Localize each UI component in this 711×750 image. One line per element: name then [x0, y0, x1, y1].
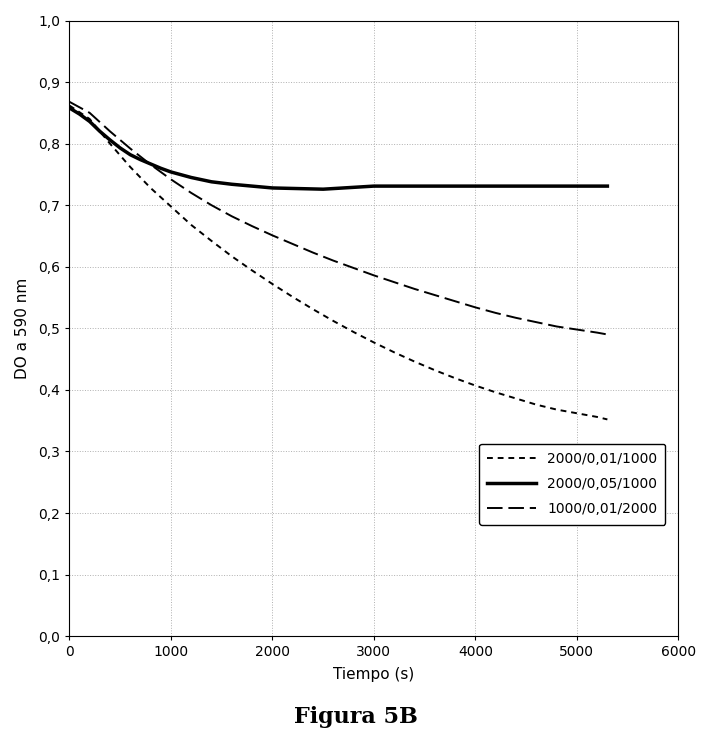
- 2000/0,05/1000: [268, 184, 277, 193]
- 1000/0,01/2000: [603, 330, 611, 339]
- 1000/0,01/2000: [390, 278, 398, 286]
- 1000/0,01/2000: [532, 318, 540, 327]
- 1000/0,01/2000: [65, 98, 74, 106]
- 2000/0,01/1000: [532, 400, 540, 410]
- 1000/0,01/2000: [572, 325, 581, 334]
- 1000/0,01/2000: [228, 211, 236, 220]
- 2000/0,01/1000: [248, 266, 257, 275]
- 1000/0,01/2000: [309, 248, 317, 257]
- X-axis label: Tiempo (s): Tiempo (s): [333, 668, 415, 682]
- 2000/0,01/1000: [512, 394, 520, 403]
- 2000/0,01/1000: [207, 236, 215, 245]
- 2000/0,01/1000: [126, 163, 134, 172]
- 2000/0,05/1000: [85, 117, 94, 126]
- 2000/0,05/1000: [187, 173, 196, 182]
- 2000/0,01/1000: [603, 415, 611, 424]
- 1000/0,01/2000: [85, 108, 94, 117]
- 2000/0,05/1000: [116, 143, 124, 152]
- 2000/0,05/1000: [420, 182, 429, 190]
- 1000/0,01/2000: [552, 322, 561, 331]
- 1000/0,01/2000: [471, 303, 480, 312]
- 2000/0,01/1000: [166, 202, 175, 211]
- 2000/0,01/1000: [593, 413, 602, 422]
- Line: 2000/0,01/1000: 2000/0,01/1000: [70, 106, 607, 419]
- 1000/0,01/2000: [370, 271, 378, 280]
- 2000/0,01/1000: [583, 410, 592, 419]
- 2000/0,05/1000: [228, 180, 236, 189]
- 2000/0,05/1000: [95, 127, 104, 136]
- Line: 2000/0,05/1000: 2000/0,05/1000: [70, 108, 607, 189]
- 1000/0,01/2000: [146, 160, 155, 169]
- 2000/0,01/1000: [471, 381, 480, 390]
- 2000/0,05/1000: [126, 150, 134, 159]
- 2000/0,05/1000: [471, 182, 480, 190]
- 2000/0,01/1000: [85, 115, 94, 124]
- Y-axis label: DO a 590 nm: DO a 590 nm: [15, 278, 30, 379]
- 2000/0,01/1000: [370, 338, 378, 347]
- 1000/0,01/2000: [349, 263, 358, 272]
- 2000/0,01/1000: [289, 292, 297, 302]
- Text: Figura 5B: Figura 5B: [294, 706, 417, 728]
- 1000/0,01/2000: [593, 328, 602, 338]
- 1000/0,01/2000: [451, 297, 459, 306]
- 2000/0,05/1000: [75, 110, 84, 118]
- 2000/0,05/1000: [166, 167, 175, 176]
- 1000/0,01/2000: [289, 239, 297, 248]
- 2000/0,05/1000: [522, 182, 530, 190]
- 1000/0,01/2000: [166, 175, 175, 184]
- 2000/0,05/1000: [572, 182, 581, 190]
- 2000/0,01/1000: [491, 388, 500, 397]
- 2000/0,01/1000: [390, 348, 398, 357]
- 1000/0,01/2000: [329, 256, 338, 265]
- 2000/0,01/1000: [228, 252, 236, 261]
- 2000/0,01/1000: [268, 280, 277, 289]
- 2000/0,05/1000: [146, 160, 155, 169]
- 2000/0,01/1000: [451, 374, 459, 382]
- 2000/0,01/1000: [349, 328, 358, 337]
- 2000/0,05/1000: [207, 177, 215, 186]
- 2000/0,01/1000: [309, 304, 317, 313]
- 1000/0,01/2000: [187, 188, 196, 197]
- 2000/0,01/1000: [146, 184, 155, 193]
- 1000/0,01/2000: [207, 201, 215, 210]
- 1000/0,01/2000: [410, 284, 419, 293]
- 1000/0,01/2000: [512, 314, 520, 322]
- Legend: 2000/0,01/1000, 2000/0,05/1000, 1000/0,01/2000: 2000/0,01/1000, 2000/0,05/1000, 1000/0,0…: [479, 444, 665, 524]
- 1000/0,01/2000: [248, 221, 257, 230]
- 2000/0,05/1000: [319, 184, 327, 194]
- 2000/0,01/1000: [187, 220, 196, 230]
- 2000/0,01/1000: [65, 101, 74, 110]
- 2000/0,01/1000: [552, 405, 561, 414]
- 2000/0,01/1000: [431, 366, 439, 375]
- 1000/0,01/2000: [268, 231, 277, 240]
- 2000/0,05/1000: [106, 136, 114, 145]
- 1000/0,01/2000: [431, 290, 439, 299]
- 2000/0,01/1000: [329, 316, 338, 326]
- 2000/0,01/1000: [410, 357, 419, 366]
- 2000/0,05/1000: [603, 182, 611, 190]
- 2000/0,01/1000: [572, 409, 581, 418]
- 1000/0,01/2000: [126, 144, 134, 153]
- 2000/0,05/1000: [370, 182, 378, 190]
- Line: 1000/0,01/2000: 1000/0,01/2000: [70, 102, 607, 334]
- 2000/0,05/1000: [136, 155, 144, 164]
- 2000/0,05/1000: [248, 182, 257, 190]
- 1000/0,01/2000: [491, 308, 500, 317]
- 2000/0,05/1000: [65, 104, 74, 112]
- 1000/0,01/2000: [106, 127, 114, 136]
- 2000/0,01/1000: [106, 140, 114, 148]
- 2000/0,05/1000: [156, 164, 165, 172]
